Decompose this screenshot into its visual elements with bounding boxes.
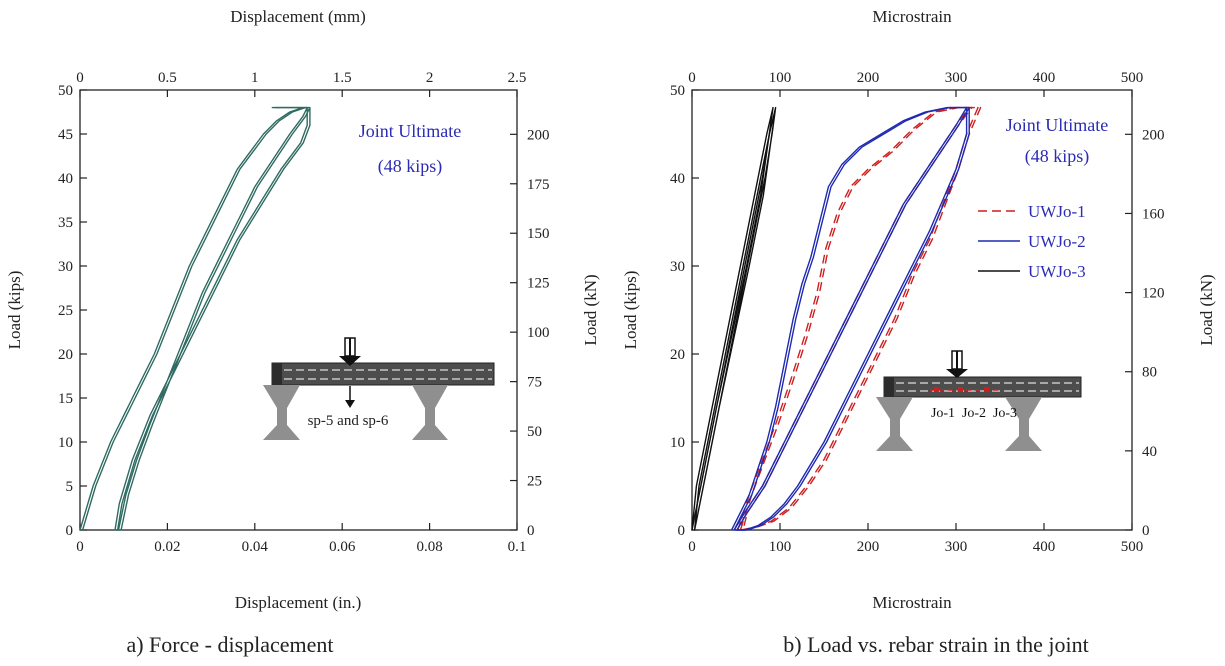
chart-b-right-tick-label: 80 [1142,365,1157,381]
chart-a-left-tick-label: 15 [58,391,73,407]
chart-b-schematic-label-jo-2: Jo-2 [962,406,986,421]
chart-a-top-tick-label: 1 [251,70,259,86]
chart-b-top-tick-label: 100 [769,70,792,86]
chart-a-left-tick-label: 20 [58,347,73,363]
chart-a-top-tick-label: 2 [426,70,434,86]
chart-a-left-axis-label: Load (kips) [5,271,24,350]
chart-b-right-tick-label: 40 [1142,444,1157,460]
chart-b-bottom-tick-label: 500 [1121,539,1144,555]
chart-b-top-tick-label: 200 [857,70,880,86]
chart-b-left-tick-label: 30 [670,259,685,275]
chart-a-right-tick-label: 75 [527,375,542,391]
chart-a-caption: a) Force - displacement [126,632,333,657]
chart-b-plot-frame [691,89,1133,531]
chart-a-top-tick-label: 0 [76,70,84,86]
chart-b-right-tick-label: 120 [1142,286,1165,302]
chart-b-bottom-axis-label: Microstrain [872,593,952,612]
chart-b-left-tick-label: 40 [670,171,685,187]
chart-a-bottom-tick-label: 0.04 [242,539,269,555]
chart-b-top-tick-label: 500 [1121,70,1144,86]
chart-b-left-axis-label: Load (kips) [621,271,640,350]
chart-b-top-axis-label: Microstrain [872,7,952,26]
chart-b-series-uwjo-3-trace [693,106,777,531]
chart-a-right-tick-label: 150 [527,226,550,242]
chart-a-bottom-tick-label: 0.06 [329,539,356,555]
chart-a-left-tick-label: 30 [58,259,73,275]
chart-a-right-tick-label: 0 [527,523,535,539]
chart-a-left-tick-label: 0 [66,523,74,539]
chart-b-right-axis-label: Load (kN) [1197,274,1216,345]
chart-b-left-tick-label: 20 [670,347,685,363]
chart-b-annotation-line2: (48 kips) [1025,146,1090,167]
chart-b-bottom-tick-label: 300 [945,539,968,555]
chart-a-right-axis-label: Load (kN) [581,274,600,345]
chart-a-left-tick-label: 50 [58,83,73,99]
chart-b-top-tick-label: 0 [688,70,696,86]
chart-a-bottom-tick-label: 0.1 [508,539,527,555]
chart-a-right-tick-label: 25 [527,474,542,490]
chart-b-schematic-label-jo-3: Jo-3 [993,406,1017,421]
chart-a-left-tick-label: 45 [58,127,73,143]
chart-a-top-tick-label: 0.5 [158,70,177,86]
chart-a-bottom-axis-label: Displacement (in.) [235,593,362,612]
chart-a-bottom-tick-label: 0.08 [416,539,442,555]
chart-b-bottom-tick-label: 0 [688,539,696,555]
chart-b-caption: b) Load vs. rebar strain in the joint [783,632,1088,657]
chart-b-series-uwjo-2 [730,106,968,531]
chart-a-load-displacement-curve [79,106,308,531]
chart-a-load-displacement-curve-trace [81,106,311,531]
chart-b-series-uwjo-3 [691,106,774,531]
chart-a-right-tick-label: 100 [527,325,550,341]
chart-b-series-uwjo-2-trace [733,106,970,531]
legend-label-uwjo-1: UWJo-1 [1028,202,1086,221]
chart-a-left-tick-label: 35 [58,215,73,231]
chart-b-series-uwjo-1-trace [739,106,982,531]
chart-a-left-tick-label: 10 [58,435,73,451]
chart-a-bottom-tick-label: 0.02 [154,539,180,555]
chart-a-left-tick-label: 40 [58,171,73,187]
chart-b-left-tick-label: 10 [670,435,685,451]
chart-b-left-tick-label: 50 [670,83,685,99]
chart-a-annotation-line1: Joint Ultimate [359,121,462,141]
chart-a-right-tick-label: 50 [527,424,542,440]
chart-b-annotation-line1: Joint Ultimate [1006,115,1109,135]
chart-b-top-tick-label: 400 [1033,70,1056,86]
chart-a-schematic-label: sp-5 and sp-6 [308,413,389,429]
chart-a-right-tick-label: 125 [527,276,550,292]
chart-b-bottom-tick-label: 400 [1033,539,1056,555]
chart-a-top-tick-label: 2.5 [508,70,527,86]
chart-b-bottom-tick-label: 200 [857,539,880,555]
chart-a-right-tick-label: 175 [527,177,550,193]
chart-b-schematic-label-jo-1: Jo-1 [931,406,955,421]
chart-a-specimen-schematic: sp-5 and sp-6 [263,337,495,440]
chart-a-top-axis-label: Displacement (mm) [230,7,366,26]
chart-b-top-tick-label: 300 [945,70,968,86]
legend-label-uwjo-2: UWJo-2 [1028,232,1086,251]
chart-b-right-tick-label: 160 [1142,206,1165,222]
chart-a-right-tick-label: 200 [527,127,550,143]
chart-b-right-tick-label: 200 [1142,127,1165,143]
chart-b-legend: UWJo-1 UWJo-2 UWJo-3 [978,202,1086,281]
chart-a: 0 0.02 0.04 0.06 0.08 0.10 0.5 1 1.5 2 2.505101520… [5,7,600,657]
chart-a-top-tick-label: 1.5 [333,70,352,86]
chart-b-right-tick-label: 0 [1142,523,1150,539]
chart-a-left-tick-label: 25 [58,303,73,319]
chart-b-joint-schematic: Jo-1 Jo-2 Jo-3 [876,350,1082,451]
chart-a-plot-frame [79,89,518,531]
chart-a-bottom-tick-label: 0 [76,539,84,555]
legend-label-uwjo-3: UWJo-3 [1028,262,1086,281]
chart-a-left-tick-label: 5 [66,479,74,495]
chart-b-left-tick-label: 0 [678,523,686,539]
chart-b-series-uwjo-1 [737,106,979,531]
chart-a-annotation-line2: (48 kips) [378,156,443,177]
chart-b-bottom-tick-label: 100 [769,539,792,555]
